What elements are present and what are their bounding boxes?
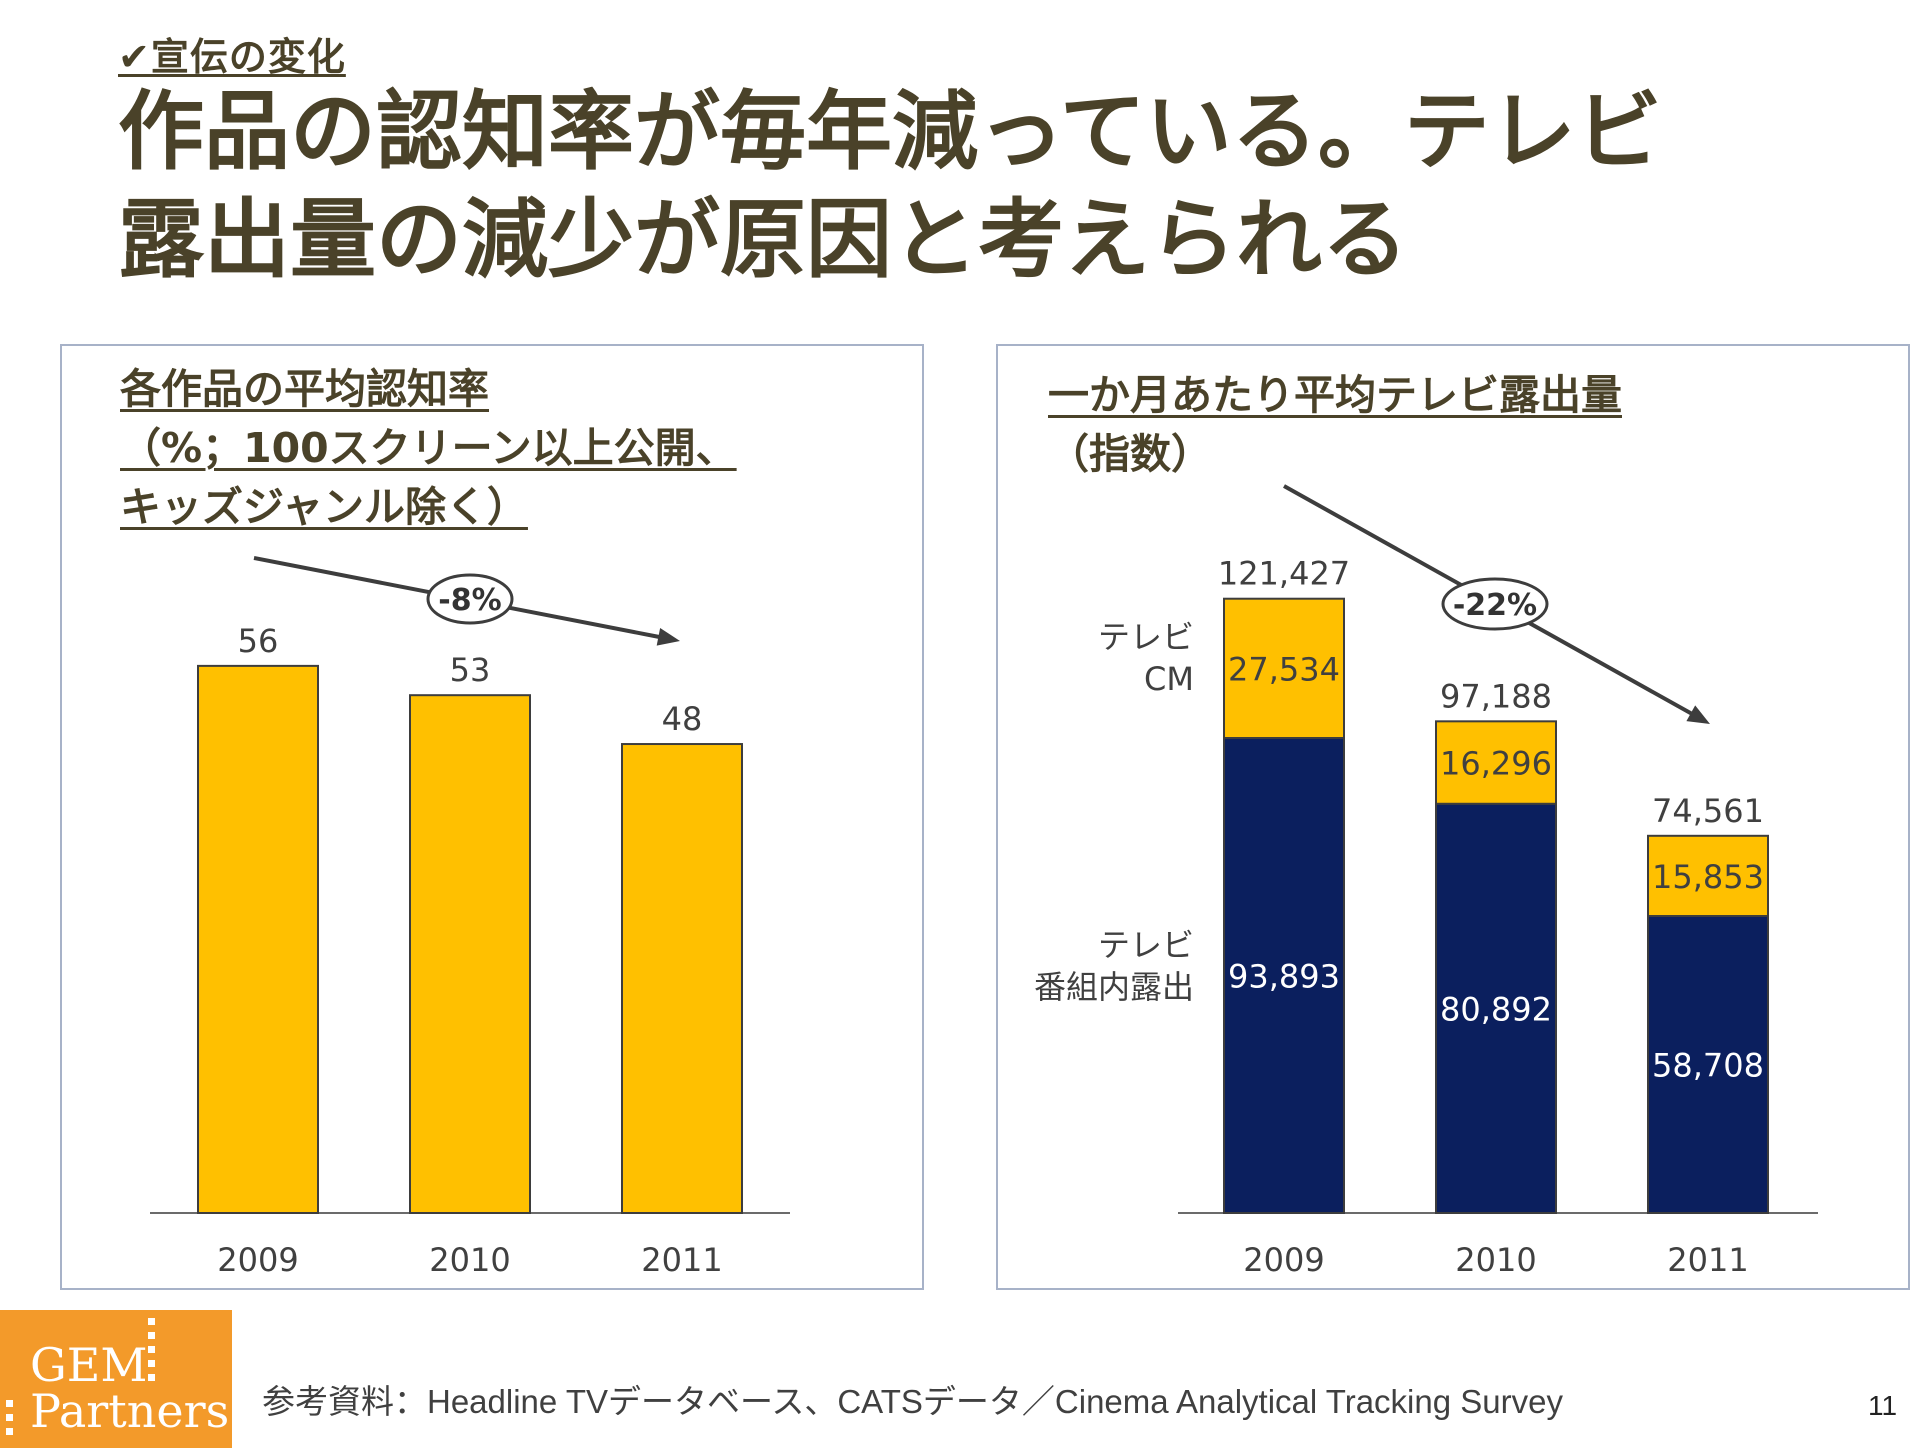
tv-exposure-chart-title-line-1: 一か月あたり平均テレビ露出量 xyxy=(1048,371,1622,419)
awareness-chart-title-line-3: キッズジャンル除く） xyxy=(120,483,528,531)
logo-line-1: GEM xyxy=(30,1338,148,1392)
awareness-trend-arrowhead xyxy=(656,627,680,646)
awareness-value-label: 56 xyxy=(238,622,279,660)
tv-cm-bar xyxy=(1647,834,1769,917)
awareness-year-label: 2010 xyxy=(429,1241,510,1279)
page-number: 11 xyxy=(1868,1390,1898,1421)
tv-program-value-label: 80,892 xyxy=(1440,990,1552,1028)
awareness-value-label: 53 xyxy=(450,651,491,689)
tv-exposure-chart-title: 一か月あたり平均テレビ露出量 （指数） xyxy=(1048,366,1622,484)
awareness-trend-label: -8% xyxy=(438,583,501,618)
legend-tv-program-line-2: 番組内露出 xyxy=(1034,968,1194,1006)
tv-exposure-year-label: 2011 xyxy=(1667,1241,1748,1279)
gem-partners-logo: GEM Partners xyxy=(0,1310,232,1448)
slide-title-line-2: 露出量の減少が原因と考えられる xyxy=(118,190,1408,290)
legend-tv-program-line-1: テレビ xyxy=(1098,926,1194,964)
tv-exposure-stacked-bar-chart: 93,893 27,534 121,427 2009 80,892 16,296 97,18… xyxy=(1034,484,1818,1279)
tv-program-value-label: 58,708 xyxy=(1652,1046,1764,1084)
tv-exposure-chart-title-line-2: （指数） xyxy=(1048,430,1212,478)
logo-line-2: Partners xyxy=(30,1384,230,1438)
logo-dot xyxy=(148,1360,155,1367)
logo-dot xyxy=(148,1332,155,1339)
tv-total-value-label: 74,561 xyxy=(1652,792,1764,830)
awareness-bar xyxy=(197,664,319,1214)
tv-exposure-year-label: 2010 xyxy=(1455,1241,1536,1279)
tv-exposure-trend-badge xyxy=(1441,577,1549,631)
awareness-chart-panel: 各作品の平均認知率 （%；100スクリーン以上公開、 キッズジャンル除く） 56… xyxy=(60,344,924,1290)
tv-cm-value-label: 15,853 xyxy=(1652,858,1764,896)
awareness-bar xyxy=(409,694,531,1214)
tv-exposure-trend-label: -22% xyxy=(1453,588,1537,623)
slide-category: ✔宣伝の変化 xyxy=(118,35,346,79)
tv-program-exposure-bar xyxy=(1223,737,1345,1214)
tv-program-exposure-bar xyxy=(1647,914,1769,1214)
awareness-bar xyxy=(621,743,743,1214)
tv-cm-value-label: 27,534 xyxy=(1228,650,1340,688)
legend-tv-cm-line-1: テレビ xyxy=(1098,618,1194,656)
awareness-chart-title-line-1: 各作品の平均認知率 xyxy=(120,365,489,413)
source-note: 参考資料：Headline TVデータベース、CATSデータ／Cinema An… xyxy=(262,1383,1563,1420)
tv-program-value-label: 93,893 xyxy=(1228,958,1340,996)
awareness-year-label: 2009 xyxy=(217,1241,298,1279)
logo-dot xyxy=(148,1374,155,1381)
logo-dot xyxy=(148,1318,155,1325)
tv-exposure-year-label: 2009 xyxy=(1243,1241,1324,1279)
tv-total-value-label: 121,427 xyxy=(1218,555,1350,593)
tv-cm-bar xyxy=(1223,597,1345,739)
tv-total-value-label: 97,188 xyxy=(1440,677,1552,715)
logo-dot xyxy=(148,1346,155,1353)
tv-cm-bar xyxy=(1435,720,1557,805)
tv-exposure-trend-arrowhead xyxy=(1686,705,1710,724)
awareness-chart-title: 各作品の平均認知率 （%；100スクリーン以上公開、 キッズジャンル除く） xyxy=(120,360,737,537)
tv-exposure-chart-panel: 一か月あたり平均テレビ露出量 （指数） 93,893 27,534 121,427 2… xyxy=(996,344,1910,1290)
awareness-value-label: 48 xyxy=(662,700,703,738)
slide-title: 作品の認知率が毎年減っている。テレビ 露出量の減少が原因と考えられる xyxy=(118,78,1818,294)
legend-tv-cm-line-2: CM xyxy=(1144,660,1194,698)
tv-cm-value-label: 16,296 xyxy=(1440,745,1552,783)
awareness-year-label: 2011 xyxy=(641,1241,722,1279)
awareness-bar-chart: 56 2009 53 2010 48 2011 -8% xyxy=(150,556,790,1279)
awareness-chart-title-line-2: （%；100スクリーン以上公開、 xyxy=(120,424,737,472)
logo-text: GEM Partners xyxy=(30,1342,230,1434)
awareness-trend-badge xyxy=(426,573,514,625)
logo-dot xyxy=(6,1400,13,1407)
slide-title-line-1: 作品の認知率が毎年減っている。テレビ xyxy=(118,82,1662,182)
logo-dot xyxy=(6,1414,13,1421)
logo-dot xyxy=(6,1428,13,1435)
